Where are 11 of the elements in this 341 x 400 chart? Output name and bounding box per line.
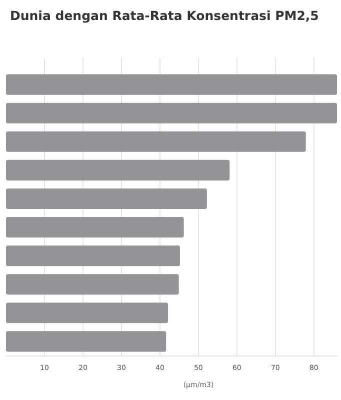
chart-title: Dunia dengan Rata-Rata Konsentrasi PM2,5: [10, 8, 319, 23]
bar: [6, 74, 337, 95]
bar: [6, 131, 306, 152]
bar: [6, 302, 168, 324]
bar: [6, 188, 207, 210]
bar: [6, 102, 337, 124]
bar: [6, 331, 166, 352]
bar: [6, 216, 184, 238]
bar: [6, 246, 180, 266]
bar: [6, 274, 179, 295]
bar: [6, 160, 230, 180]
